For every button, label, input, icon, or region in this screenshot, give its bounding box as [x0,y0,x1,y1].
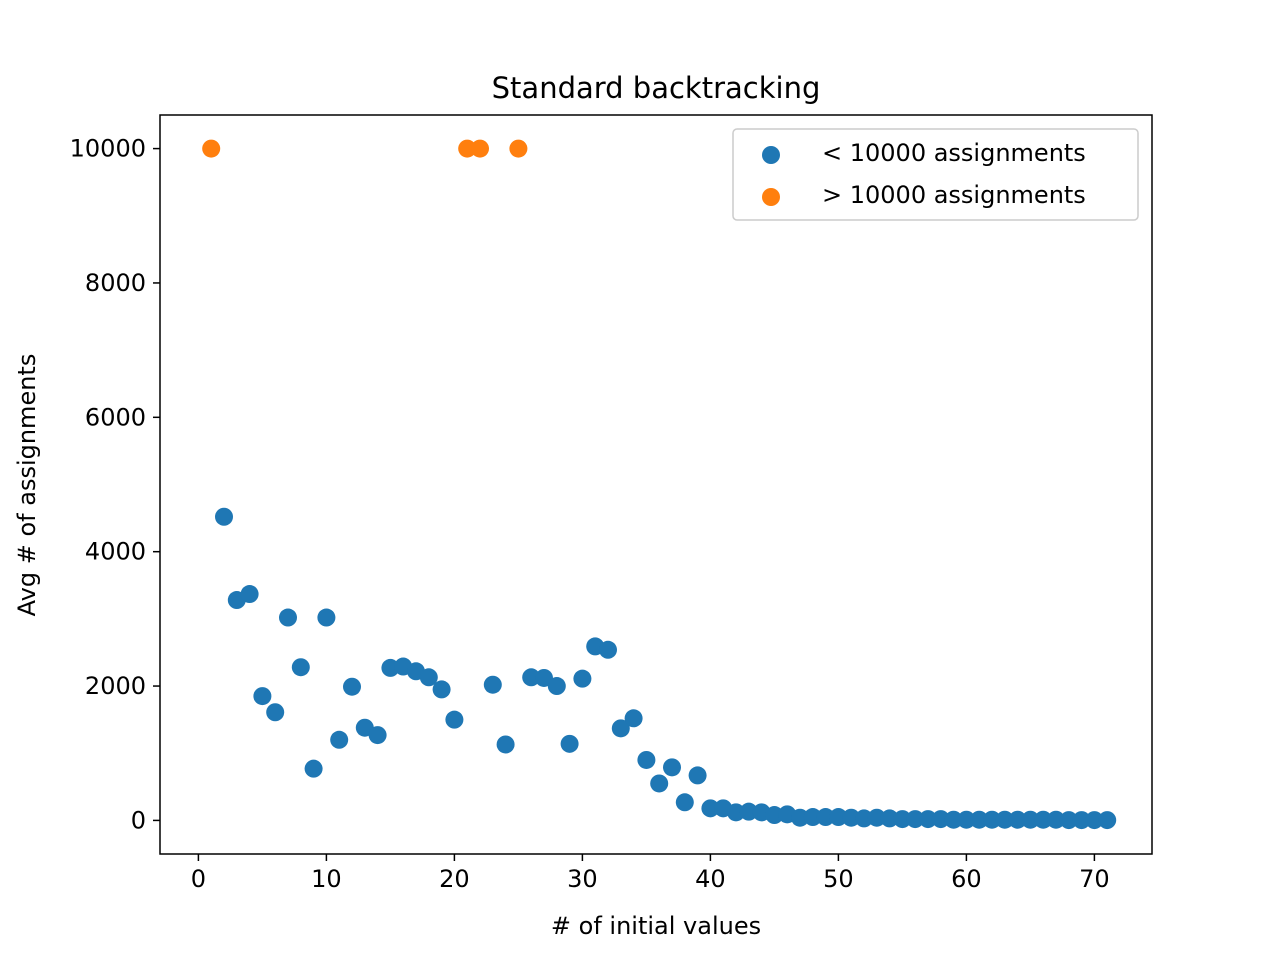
data-point-below [253,687,272,706]
data-point-below [291,658,310,677]
x-tick-label: 20 [439,865,470,893]
x-tick-label: 30 [567,865,598,893]
data-point-below [701,799,720,818]
data-point-below [1059,811,1078,830]
data-point-below [970,810,989,829]
data-point-below [637,750,656,769]
y-axis-label: Avg # of assignments [13,354,41,617]
data-point-below [983,810,1001,829]
data-point-above [458,139,477,158]
data-point-below [663,758,681,777]
legend-marker-above [762,188,780,206]
data-point-below [611,719,630,738]
x-tick-label: 40 [695,865,726,893]
x-tick-label: 10 [311,865,342,893]
data-point-below [522,668,541,687]
y-tick-label: 0 [131,806,146,834]
data-point-below [893,810,912,829]
data-point-below [791,808,809,827]
data-point-below [432,680,451,699]
data-point-below [560,734,579,753]
data-point-below [1008,810,1027,829]
data-point-below [279,608,297,627]
y-tick-label: 8000 [85,269,146,297]
x-tick-label: 0 [191,865,206,893]
data-point-below [599,640,617,659]
legend: < 10000 assignments > 10000 assignments [732,128,1139,221]
x-tick-label: 60 [951,865,982,893]
data-point-below [547,677,566,696]
data-point-below [688,766,707,785]
data-point-below [957,810,976,829]
data-point-below [368,726,387,745]
data-point-below [995,810,1014,829]
x-tick-label: 50 [823,865,854,893]
x-tick-label: 70 [1079,865,1110,893]
legend-label-below: < 10000 assignments [822,139,1086,167]
data-point-below [867,808,886,827]
data-point-below [330,730,349,749]
data-point-above [509,139,528,158]
data-point-below [906,810,925,829]
data-point-below [624,709,643,728]
points-layer [202,139,1117,830]
data-point-below [445,710,464,729]
x-axis-ticks: 0 10 20 30 40 50 60 70 [191,854,1110,893]
y-axis-ticks: 0 2000 4000 6000 8000 10000 [70,135,160,834]
data-point-below [855,809,873,828]
data-point-above [471,139,489,158]
data-point-below [650,774,669,793]
data-point-below [215,507,233,526]
data-point-below [1034,810,1053,829]
data-point-below [803,808,822,827]
data-point-below [1085,811,1104,830]
data-point-below [266,703,285,722]
legend-box [732,128,1139,221]
data-point-below [739,802,758,821]
legend-label-above: > 10000 assignments [822,181,1086,209]
data-point-below [240,585,259,604]
axes-frame [159,114,1153,855]
data-point-below [829,808,848,827]
data-point-below [944,810,963,829]
x-axis-label: # of initial values [551,912,761,940]
data-point-above [202,139,221,158]
data-point-below [842,808,861,827]
data-point-below [1021,810,1040,829]
data-point-below [880,809,899,828]
data-point-below [816,808,835,827]
y-tick-label: 4000 [85,538,146,566]
data-point-below [483,675,502,694]
data-point-below [675,793,694,812]
data-point-below [317,608,336,627]
data-point-below [765,806,784,825]
data-point-below [919,810,937,829]
data-point-below [343,677,361,696]
data-point-below [727,803,745,822]
data-point-below [419,668,438,687]
data-point-below [573,669,592,688]
data-point-below [304,759,323,778]
legend-marker-below [762,146,780,164]
data-point-below [931,810,950,829]
chart-title: Standard backtracking [492,71,821,105]
data-point-below [1098,811,1117,830]
data-point-below [496,735,515,754]
data-point-below [1047,810,1065,829]
y-tick-label: 6000 [85,403,146,431]
y-tick-label: 10000 [70,135,146,163]
data-point-below [1072,811,1091,830]
y-tick-label: 2000 [85,672,146,700]
data-point-below [535,668,553,687]
